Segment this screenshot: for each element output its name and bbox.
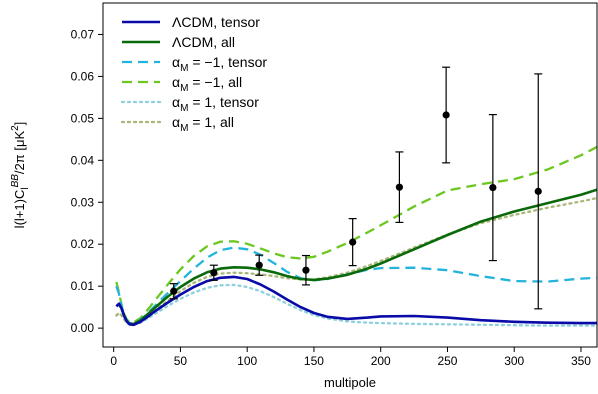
- x-tick-label: 100: [237, 354, 257, 368]
- y-tick-label: 0.05: [71, 111, 95, 125]
- y-tick-label: 0.06: [71, 69, 95, 83]
- legend-label: αM = 1, tensor: [172, 94, 259, 114]
- series-line: [115, 275, 597, 327]
- data-point: [170, 287, 178, 295]
- data-points: [169, 66, 543, 310]
- x-tick-label: 0: [110, 354, 117, 368]
- x-tick-label: 150: [304, 354, 324, 368]
- y-tick-label: 0.01: [71, 279, 95, 293]
- legend-label: αM = 1, all: [172, 114, 234, 134]
- data-point: [395, 183, 403, 191]
- data-point: [255, 261, 263, 269]
- x-tick-label: 200: [371, 354, 391, 368]
- data-point: [302, 266, 310, 274]
- x-axis: 0 50 100 150 200 250 300 350: [110, 347, 591, 368]
- legend-label: αM = −1, tensor: [172, 54, 267, 74]
- plot-content: [115, 66, 597, 327]
- series-group: [115, 145, 597, 327]
- legend-label: αM = −1, all: [172, 74, 242, 94]
- y-tick-label: 0.02: [71, 237, 95, 251]
- y-tick-label: 0.03: [71, 195, 95, 209]
- data-point: [534, 187, 542, 195]
- x-tick-label: 250: [437, 354, 457, 368]
- y-tick-label: 0.07: [71, 27, 95, 41]
- data-point: [210, 269, 218, 277]
- data-point: [489, 183, 497, 192]
- x-tick-label: 350: [571, 354, 591, 368]
- data-point: [442, 111, 450, 119]
- y-axis: 0.00 0.01 0.02 0.03 0.04 0.05 0.06 0.07: [71, 27, 103, 335]
- data-point: [349, 238, 357, 246]
- plot-frame: [102, 2, 598, 348]
- legend-label: ΛCDM, all: [172, 34, 235, 50]
- x-axis-label: multipole: [324, 375, 376, 390]
- y-axis-label: l(l+1)ClBB/2π [μK2]: [10, 122, 31, 229]
- y-tick-label: 0.00: [71, 321, 95, 335]
- series-line: [115, 145, 597, 324]
- y-tick-label: 0.04: [71, 153, 95, 167]
- legend-label: ΛCDM, tensor: [172, 14, 260, 30]
- x-tick-label: 300: [504, 354, 524, 368]
- x-tick-label: 50: [174, 354, 188, 368]
